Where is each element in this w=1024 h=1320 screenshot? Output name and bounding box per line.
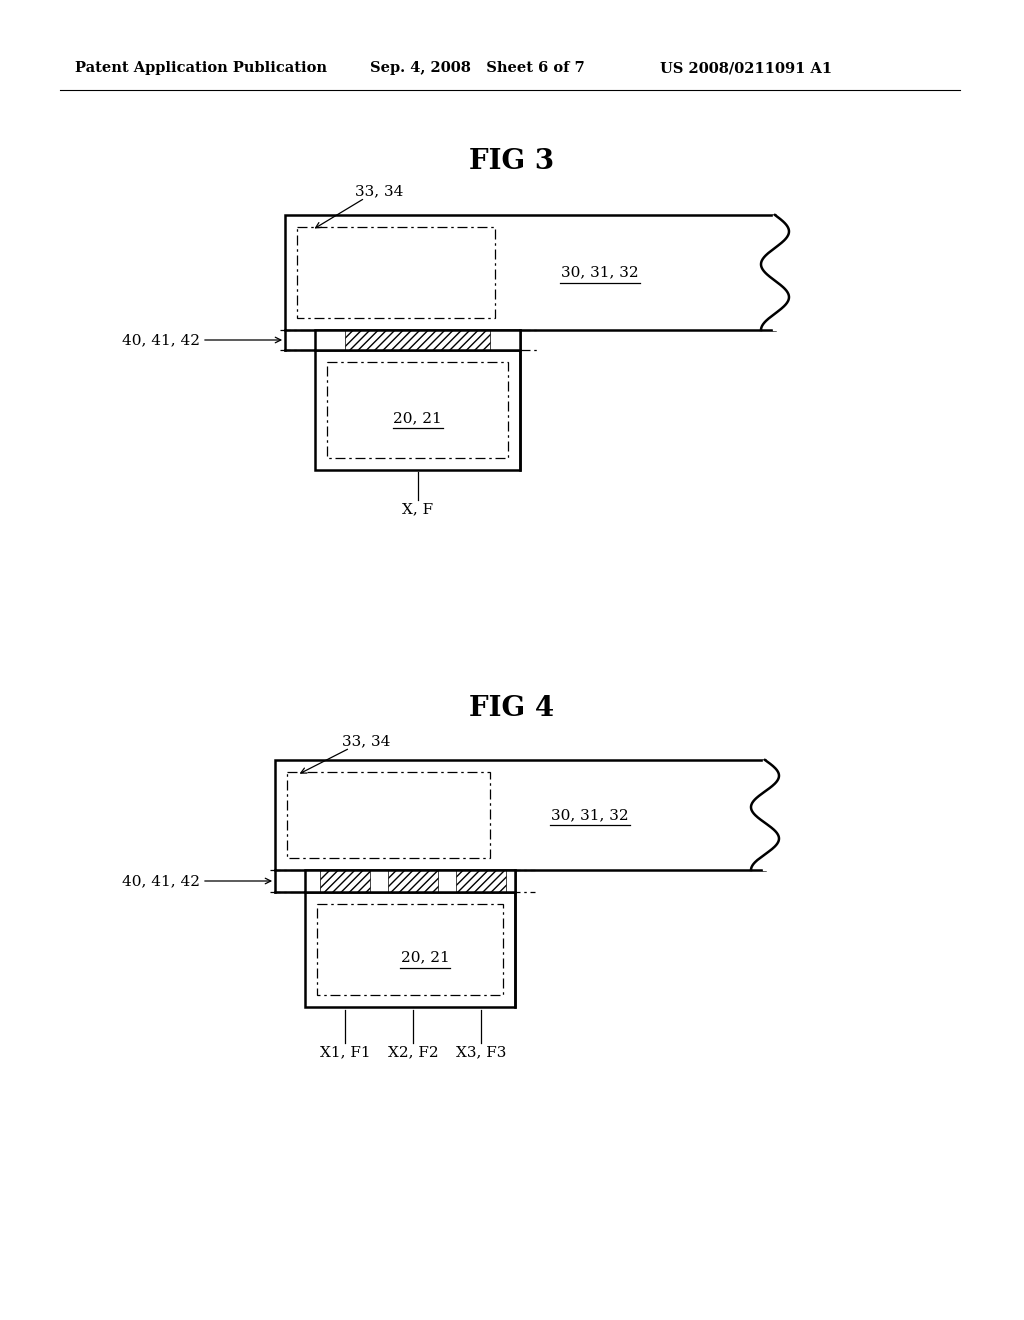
Bar [275, 760, 765, 870]
Text: X3, F3: X3, F3 [456, 1045, 506, 1059]
Text: 33, 34: 33, 34 [355, 183, 403, 198]
Bar [305, 892, 515, 1007]
Text: 20, 21: 20, 21 [400, 950, 450, 965]
Bar [456, 870, 506, 892]
Bar [315, 350, 520, 470]
Text: X1, F1: X1, F1 [319, 1045, 371, 1059]
Bar [327, 362, 508, 458]
Bar [297, 227, 495, 318]
Bar [319, 870, 370, 892]
Text: 30, 31, 32: 30, 31, 32 [561, 265, 639, 280]
Text: X, F: X, F [402, 502, 433, 516]
Text: 30, 31, 32: 30, 31, 32 [551, 808, 629, 822]
Bar [315, 330, 520, 350]
Bar [388, 870, 438, 892]
Text: 20, 21: 20, 21 [393, 411, 442, 425]
Text: 40, 41, 42: 40, 41, 42 [122, 333, 200, 347]
Text: FIG 3: FIG 3 [469, 148, 555, 176]
Text: FIG 4: FIG 4 [469, 696, 555, 722]
Text: Patent Application Publication: Patent Application Publication [75, 61, 327, 75]
Bar [285, 215, 775, 330]
Text: X2, F2: X2, F2 [388, 1045, 438, 1059]
Text: 33, 34: 33, 34 [342, 734, 390, 748]
Bar [317, 904, 503, 995]
Text: US 2008/0211091 A1: US 2008/0211091 A1 [660, 61, 833, 75]
Text: Sep. 4, 2008   Sheet 6 of 7: Sep. 4, 2008 Sheet 6 of 7 [370, 61, 585, 75]
Bar [345, 330, 490, 350]
Bar [287, 772, 490, 858]
Text: 40, 41, 42: 40, 41, 42 [122, 874, 200, 888]
Bar [305, 870, 515, 892]
